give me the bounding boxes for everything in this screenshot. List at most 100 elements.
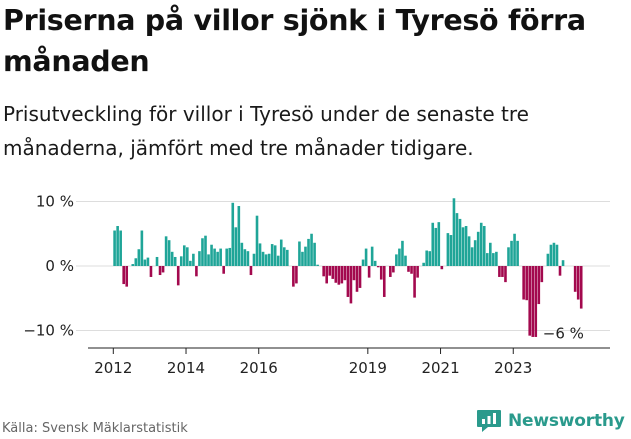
bar [495, 251, 498, 266]
y-tick-label: −10 % [23, 322, 74, 340]
bar [464, 226, 468, 266]
bar [140, 230, 144, 266]
bar [252, 253, 256, 266]
bar [467, 236, 471, 266]
bar [313, 242, 316, 266]
brand-name: Newsworthy [508, 411, 625, 431]
bar [489, 242, 492, 266]
bar [482, 226, 486, 266]
y-tick-label: 10 % [36, 193, 74, 211]
x-tick-label: 2019 [349, 359, 387, 377]
bar [546, 253, 550, 266]
bar [449, 235, 453, 266]
x-tick-label: 2012 [94, 359, 132, 377]
bar [322, 266, 325, 277]
bar [328, 266, 332, 276]
bar [510, 240, 513, 266]
bar [316, 264, 319, 266]
bar [346, 266, 350, 297]
bar [370, 246, 374, 266]
bar [389, 266, 392, 277]
bar [158, 266, 162, 276]
bar [340, 266, 344, 284]
bar [395, 254, 398, 266]
chart-subtitle: Prisutveckling för villor i Tyresö under… [3, 102, 529, 160]
x-tick-label: 2014 [167, 359, 205, 377]
bar [237, 206, 241, 266]
bar [479, 222, 483, 266]
bar [270, 244, 274, 266]
bar [343, 266, 347, 281]
bar [440, 266, 444, 270]
bar [155, 256, 159, 266]
bar [249, 266, 253, 276]
bar [470, 247, 474, 266]
bar [522, 266, 525, 300]
bar [361, 259, 365, 266]
bar [485, 253, 489, 266]
bar [358, 266, 362, 288]
bar [528, 266, 532, 336]
bar [125, 266, 129, 287]
bar [355, 266, 359, 292]
bar [240, 242, 244, 266]
bar [492, 253, 495, 266]
newsworthy-icon [477, 410, 501, 432]
bar [213, 248, 216, 266]
bar [225, 248, 229, 266]
bar [264, 254, 268, 266]
bar [255, 215, 259, 266]
bar [376, 266, 380, 268]
bar [195, 266, 198, 277]
bar [192, 253, 195, 266]
bar [243, 249, 247, 266]
bar [113, 230, 116, 266]
bar [234, 227, 238, 266]
bar [146, 257, 150, 266]
bar [198, 251, 201, 266]
bar [558, 266, 562, 276]
bar [273, 245, 277, 266]
bar [301, 251, 304, 266]
bar-chart: 10 % 0 % −10 % 2012 2014 2016 2019 2021 2023 −6… [23, 193, 610, 377]
bar [501, 266, 504, 277]
bar [337, 266, 341, 285]
x-axis-ticks: 2012 2014 2016 2019 2021 2023 [94, 348, 532, 377]
bar [304, 246, 307, 266]
bar [334, 266, 338, 283]
bar [267, 253, 271, 266]
bar [276, 255, 280, 266]
bar [149, 266, 153, 277]
bar [504, 266, 507, 283]
bar [182, 245, 186, 266]
bar [352, 266, 356, 281]
bar [307, 238, 310, 266]
bar [349, 266, 353, 304]
bar [410, 266, 413, 274]
bar [373, 260, 377, 266]
bar [513, 233, 516, 266]
bar [404, 255, 407, 266]
bar [428, 251, 432, 266]
x-tick-label: 2021 [421, 359, 459, 377]
y-tick-label: 0 % [45, 257, 74, 275]
bar [398, 248, 401, 266]
bar [189, 260, 192, 266]
newsworthy-logo[interactable]: Newsworthy [475, 407, 625, 435]
bar [295, 266, 298, 284]
bar [219, 248, 222, 266]
bar [549, 244, 553, 267]
source-text: Källa: Svensk Mäklarstatistik [2, 421, 188, 436]
bar [331, 266, 335, 279]
bar [507, 247, 510, 266]
bar [452, 198, 456, 266]
bar [207, 254, 210, 266]
bar [573, 266, 577, 292]
bar [416, 266, 419, 278]
bar [131, 264, 135, 266]
bar [401, 240, 404, 266]
bar [167, 240, 171, 266]
bar [455, 213, 459, 266]
bar [204, 235, 207, 267]
bar [425, 250, 428, 266]
